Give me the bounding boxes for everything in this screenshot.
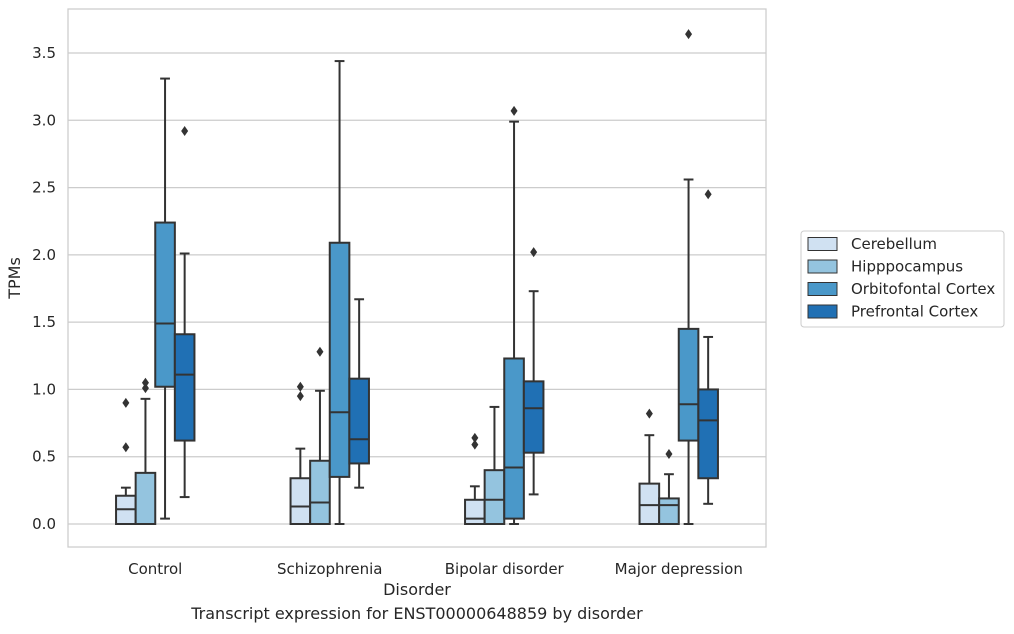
y-tick-label: 2.5 [32,179,56,197]
box [154,221,176,388]
outlier-point [471,439,479,450]
box [134,471,157,525]
outlier-point [141,383,149,394]
outlier-point [296,381,304,392]
box [348,377,370,465]
legend-label: Cerebellum [851,235,937,253]
x-tick-label: Bipolar disorder [445,560,565,578]
x-axis-ticks: Control Schizophrenia Bipolar disorder Majo… [128,560,743,578]
outlier-point [665,449,673,460]
legend: Cerebellum Hipppocampus Orbitofontal Corte… [800,230,1005,328]
box-group [115,77,196,525]
y-tick-label: 3.0 [32,111,56,129]
box [658,497,680,525]
outlier-point [645,408,653,419]
box-group [464,105,545,525]
legend-swatch [807,282,838,296]
legend-frame [800,230,1005,328]
x-tick-label: Control [128,560,182,578]
y-tick-label: 3.5 [32,44,56,62]
box-group [289,60,370,526]
y-tick-label: 1.5 [32,313,56,331]
x-tick-label: Schizophrenia [277,560,382,578]
box-groups [115,29,719,526]
legend-swatch [807,304,838,319]
box [522,380,545,454]
x-axis-label: Disorder [383,580,451,599]
box [173,333,196,442]
box [503,357,525,520]
plot-frame [67,8,767,548]
y-axis-label: TPMs [5,257,24,300]
outlier-point [530,247,538,258]
legend-label: Hipppocampus [851,258,963,276]
outlier-point [296,391,304,402]
outlier-point [122,442,130,453]
outlier-point [704,189,712,200]
y-tick-label: 1.0 [32,380,56,398]
outlier-point [471,432,479,443]
outlier-point [316,346,324,357]
y-tick-label: 2.0 [32,246,56,264]
box [638,482,661,525]
outlier-point [122,397,130,408]
legend-swatch [807,259,838,274]
box [483,469,506,525]
figure-caption: Transcript expression for ENST0000064885… [191,604,643,623]
legend-label: Prefrontal Cortex [851,303,978,321]
outlier-point [181,126,189,137]
outlier-point [685,29,693,40]
box [464,498,486,525]
box [289,477,312,526]
y-axis-ticks: 0.0 0.5 1.0 1.5 2.0 2.5 3.0 3.5 [32,44,56,533]
box [677,327,700,442]
box [697,388,719,480]
box [309,459,331,526]
legend-swatch [807,237,838,251]
outlier-point [141,377,149,388]
y-tick-label: 0.0 [32,515,56,533]
y-tick-label: 0.5 [32,448,56,466]
legend-label: Orbitofontal Cortex [851,280,995,298]
box [328,241,351,478]
x-tick-label: Major depression [615,560,743,578]
outlier-point [510,105,518,116]
box-group [638,29,719,525]
